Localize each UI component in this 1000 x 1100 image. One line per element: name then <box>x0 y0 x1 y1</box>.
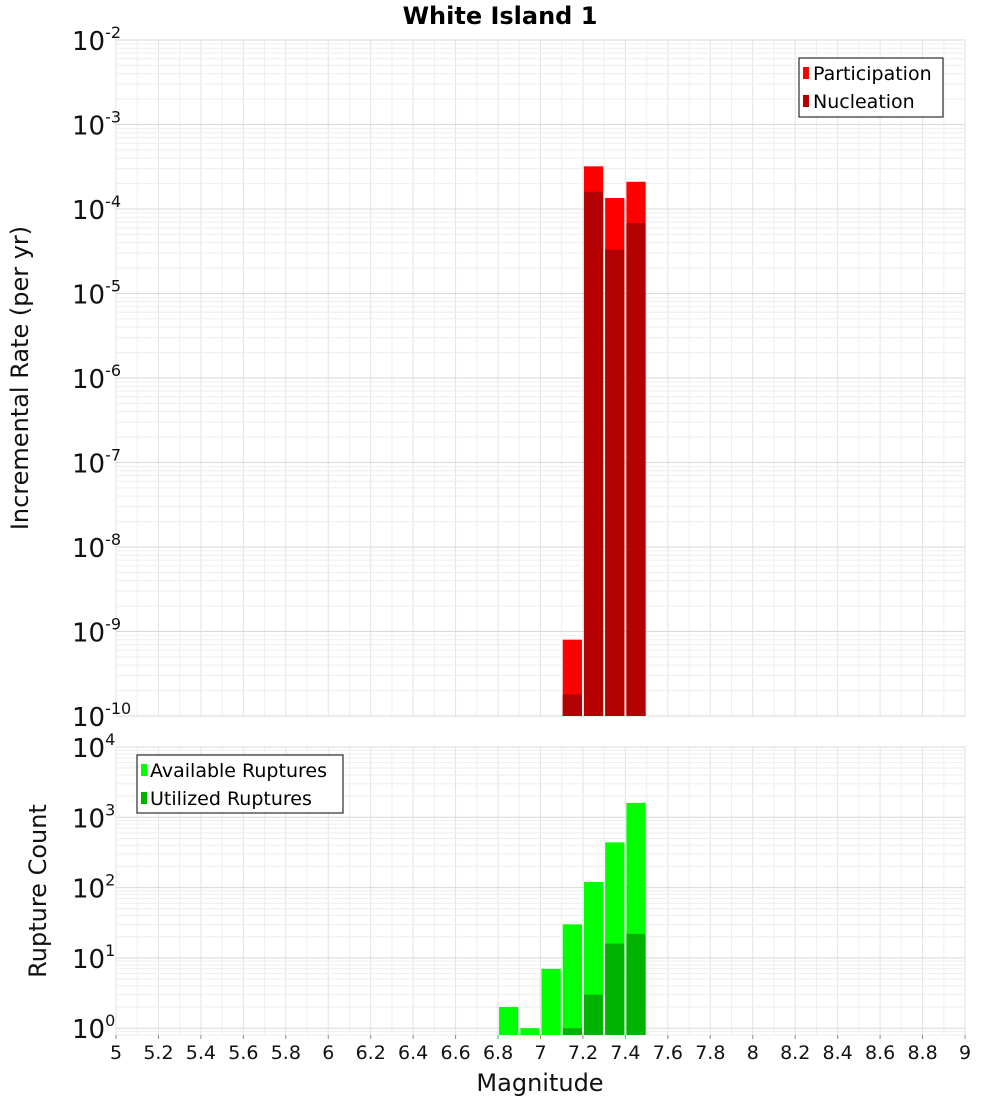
y-tick-label: 10-2 <box>72 23 121 57</box>
bottom-gridlines <box>115 746 966 1036</box>
y-tick-label: 10-7 <box>72 446 121 480</box>
rate-nucleation-bar <box>562 694 582 716</box>
x-tick-label: 6 <box>322 1042 334 1064</box>
rate-nucleation-bar <box>626 223 646 716</box>
y-tick-label: 102 <box>72 871 115 905</box>
y-tick-label: 104 <box>72 730 115 764</box>
x-tick-label: 5 <box>110 1042 122 1064</box>
bottom-panel: 100 101 102 103 104 5 5.2 5.4 5.6 5.8 6 6.2 6.4 6.6 6… <box>24 730 971 1097</box>
x-tick-label: 7.6 <box>653 1042 683 1064</box>
rate-nucleation-bar <box>605 249 625 716</box>
legend-label-participation: Participation <box>813 63 932 85</box>
x-tick-label: 8.4 <box>823 1042 853 1064</box>
top-gridlines <box>115 39 966 717</box>
x-tick-label: 8.8 <box>907 1042 937 1064</box>
legend-swatch-participation <box>803 67 809 79</box>
y-tick-label: 10-9 <box>72 615 121 649</box>
x-tick-label: 7 <box>534 1042 546 1064</box>
top-legend-box <box>798 57 944 118</box>
y-tick-label: 10-3 <box>72 108 121 142</box>
bottom-y-ticks: 100 101 102 103 104 <box>72 730 115 1045</box>
count-available-ruptures-bar <box>541 968 561 1035</box>
x-tick-label: 6.8 <box>483 1042 513 1064</box>
y-tick-label: 10-5 <box>72 277 121 311</box>
x-tick-label: 8 <box>747 1042 759 1064</box>
count-available-ruptures-bar <box>499 1007 519 1035</box>
count-utilized-ruptures-bar <box>626 933 646 1035</box>
x-tick-label: 6.4 <box>398 1042 428 1064</box>
rate-nucleation-bar <box>583 191 604 717</box>
x-tick-label: 9 <box>959 1042 971 1064</box>
x-tick-label: 5.2 <box>143 1042 173 1064</box>
y-tick-label: 101 <box>72 941 115 975</box>
chart-title: White Island 1 <box>403 2 598 30</box>
legend-swatch-utilized <box>141 792 147 804</box>
top-y-ticks: 10-10 10-9 10-8 10-7 10-6 10-5 10-4 10-3 10-2 <box>72 23 131 733</box>
legend-label-available: Available Ruptures <box>150 760 327 782</box>
legend-label-nucleation: Nucleation <box>813 91 915 113</box>
bottom-legend-box <box>136 754 344 814</box>
x-tick-label: 8.2 <box>780 1042 810 1064</box>
top-y-axis-label: Incremental Rate (per yr) <box>6 226 34 530</box>
count-available-ruptures-bar <box>520 1028 540 1035</box>
legend-swatch-nucleation <box>803 95 809 107</box>
y-tick-label: 100 <box>72 1011 115 1045</box>
count-utilized-ruptures-bar <box>562 1028 582 1035</box>
x-axis-label: Magnitude <box>476 1069 603 1097</box>
y-tick-label: 10-4 <box>72 192 121 226</box>
y-tick-label: 10-10 <box>72 699 131 733</box>
legend-swatch-available <box>141 764 147 776</box>
bottom-legend: Available Ruptures Utilized Ruptures <box>136 754 344 814</box>
y-tick-label: 10-8 <box>72 530 121 564</box>
x-tick-label: 5.8 <box>271 1042 301 1064</box>
x-tick-label: 8.6 <box>865 1042 895 1064</box>
x-tick-label: 5.6 <box>228 1042 258 1064</box>
y-tick-label: 10-6 <box>72 361 121 395</box>
count-utilized-ruptures-bar <box>583 994 604 1035</box>
x-tick-label: 7.8 <box>695 1042 725 1064</box>
legend-label-utilized: Utilized Ruptures <box>150 788 312 810</box>
top-legend: Participation Nucleation <box>798 57 944 118</box>
count-utilized-ruptures-bar <box>605 943 625 1035</box>
y-tick-label: 103 <box>72 800 115 834</box>
x-tick-label: 6.6 <box>440 1042 470 1064</box>
x-tick-label: 6.2 <box>356 1042 386 1064</box>
bottom-y-axis-label: Rupture Count <box>24 804 52 978</box>
x-tick-label: 5.4 <box>186 1042 216 1064</box>
x-tick-label: 7.2 <box>568 1042 598 1064</box>
x-ticks: 5 5.2 5.4 5.6 5.8 6 6.2 6.4 6.6 6.8 7 7.2 7.4 7.6 7.8 8… <box>110 1035 971 1064</box>
bottom-bars <box>499 802 646 1035</box>
top-panel: 10-10 10-9 10-8 10-7 10-6 10-5 10-4 10-3 10-2 In… <box>6 23 966 733</box>
x-tick-label: 7.4 <box>610 1042 640 1064</box>
count-available-ruptures-bar <box>562 924 582 1035</box>
top-bars <box>562 166 646 717</box>
